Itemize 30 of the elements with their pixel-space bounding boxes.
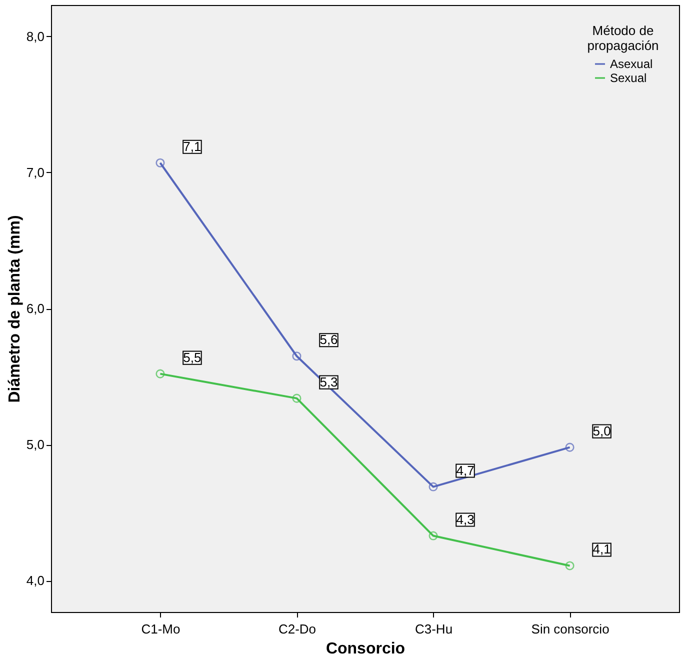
data-label: 4,3	[456, 512, 474, 527]
data-label: 7,1	[183, 138, 202, 154]
point	[428, 482, 438, 492]
point	[292, 394, 302, 403]
x-tick-label: C2-Do	[278, 622, 316, 636]
point	[156, 158, 165, 168]
data-label: 5,0	[592, 423, 611, 438]
legend-title: Método de propagación	[587, 23, 659, 53]
data-label: 4,1	[592, 542, 611, 557]
y-tick-label: 8,0	[26, 28, 44, 44]
data-label: 5,5	[183, 350, 202, 365]
x-tick-label: Sin consorcio	[531, 622, 610, 636]
y-tick-label: 4,0	[26, 573, 44, 588]
y-axis-title: Diámetro de planta (mm)	[6, 215, 24, 403]
y-tick-label: 7,0	[26, 164, 44, 180]
legend-label: Sexual	[610, 71, 647, 85]
point	[156, 369, 165, 378]
data-label: 4,7	[456, 462, 474, 478]
y-tick-label: 6,0	[26, 301, 44, 316]
data-label: 5,6	[320, 332, 338, 348]
point	[565, 561, 574, 570]
point	[292, 352, 302, 361]
x-tick-label: C1-Mo	[141, 622, 180, 636]
legend-label: Asexual	[610, 57, 653, 71]
x-tick-label: C3-Hu	[414, 622, 453, 636]
point	[565, 442, 574, 452]
data-label: 5,3	[320, 374, 338, 390]
point	[428, 531, 438, 540]
y-tick-label: 5,0	[26, 437, 44, 452]
x-axis-title: Consorcio	[326, 640, 406, 658]
